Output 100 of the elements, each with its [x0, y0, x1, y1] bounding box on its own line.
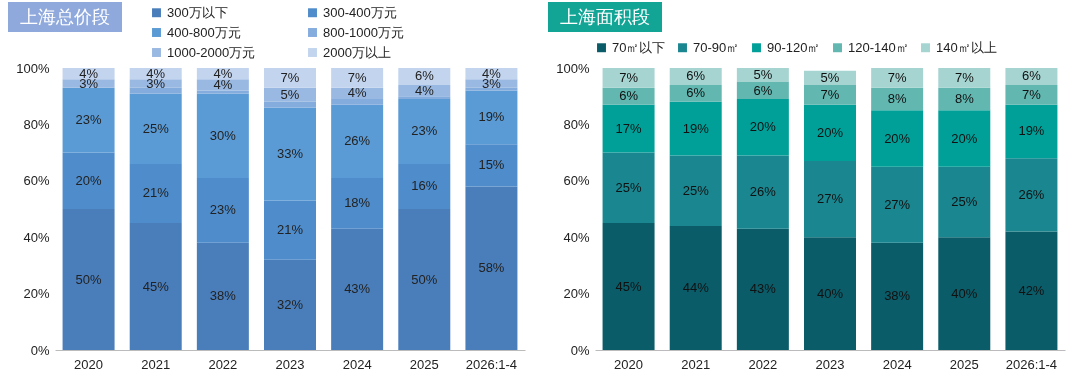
data-label: 21% — [142, 185, 170, 201]
bar — [264, 259, 316, 350]
bar — [264, 200, 316, 260]
bar — [465, 87, 518, 91]
legend-label: 90-120㎡ — [767, 39, 821, 55]
bar — [398, 99, 451, 164]
data-label: 40% — [816, 285, 844, 301]
data-label: 45% — [142, 278, 170, 294]
bar — [196, 177, 249, 243]
data-label: 7% — [1022, 86, 1042, 102]
data-label: 32% — [276, 296, 304, 312]
data-label: 7% — [347, 69, 367, 85]
data-label: 6% — [686, 85, 706, 101]
bar — [264, 107, 316, 201]
bar — [736, 155, 789, 229]
data-label: 6% — [414, 68, 435, 84]
bar — [264, 68, 316, 88]
bar — [938, 68, 991, 88]
bar — [938, 237, 991, 350]
bar — [1005, 231, 1058, 350]
data-label: 20% — [816, 124, 844, 140]
legend-label: 400-800万元 — [167, 24, 241, 40]
data-label: 4% — [347, 85, 367, 101]
data-label: 5% — [820, 69, 840, 85]
data-label: 43% — [344, 281, 371, 297]
data-label: 23% — [209, 202, 237, 218]
data-label: 16% — [411, 178, 438, 194]
y-tick-label: 40% — [563, 229, 590, 245]
y-tick-label: 20% — [563, 286, 590, 302]
data-label: 5% — [280, 86, 300, 102]
bar — [736, 228, 789, 350]
x-tick-label: 2024 — [882, 356, 912, 372]
x-tick-label: 2021 — [141, 356, 171, 372]
x-tick-label: 2026:1-4 — [465, 356, 518, 372]
data-label: 20% — [749, 119, 777, 135]
data-label: 19% — [1018, 123, 1045, 139]
data-label: 19% — [682, 120, 710, 136]
data-label: 5% — [753, 67, 773, 83]
data-label: 6% — [619, 88, 639, 104]
bar — [331, 68, 384, 88]
data-label: 23% — [411, 123, 438, 139]
data-label: 8% — [954, 91, 975, 107]
y-tick-label: 0% — [30, 342, 50, 358]
data-label: 26% — [749, 184, 777, 200]
bar — [398, 96, 451, 100]
data-label: 20% — [951, 130, 978, 146]
data-label: 25% — [142, 120, 170, 136]
x-tick-label: 2026:1-4 — [1005, 356, 1058, 372]
bar — [465, 90, 518, 145]
legend-label: 140㎡以上 — [936, 39, 997, 55]
data-label: 33% — [276, 146, 304, 162]
bar — [129, 93, 182, 164]
data-label: 6% — [1022, 68, 1042, 84]
bar — [196, 242, 249, 350]
data-label: 8% — [887, 91, 907, 107]
bar — [331, 99, 384, 105]
bar — [804, 237, 856, 350]
data-label: 45% — [615, 278, 643, 294]
legend-label: 70㎡以下 — [612, 39, 666, 55]
bar — [669, 101, 722, 156]
bar — [871, 242, 924, 350]
data-label: 4% — [414, 82, 435, 98]
data-label: 26% — [1018, 186, 1045, 202]
legend-label: 300-400万元 — [323, 4, 397, 20]
data-label: 26% — [344, 133, 371, 149]
data-label: 21% — [276, 222, 304, 238]
data-label: 50% — [411, 271, 438, 287]
bar — [669, 225, 722, 350]
data-label: 38% — [884, 288, 911, 304]
data-label: 7% — [887, 69, 907, 85]
legend-label: 300万以下 — [167, 4, 228, 20]
bar — [398, 163, 451, 209]
data-label: 6% — [753, 82, 773, 98]
bar — [804, 161, 856, 238]
bar — [1005, 104, 1058, 159]
data-label: 7% — [280, 69, 300, 85]
data-label: 20% — [884, 130, 911, 146]
bar — [602, 223, 655, 350]
bar — [331, 177, 384, 229]
bar — [62, 152, 115, 209]
data-label: 25% — [615, 179, 643, 195]
data-label: 6% — [686, 68, 706, 84]
chart-title: 上海总价段 — [8, 2, 122, 32]
bar — [1005, 84, 1058, 105]
data-label: 58% — [478, 260, 505, 276]
x-tick-label: 2023 — [815, 356, 845, 372]
x-tick-label: 2020 — [614, 356, 644, 372]
bar — [1005, 158, 1058, 232]
legend-label: 2000万以上 — [323, 44, 391, 60]
data-label: 25% — [951, 193, 978, 209]
data-label: 19% — [478, 109, 505, 125]
bar — [398, 209, 451, 350]
bar — [736, 99, 789, 156]
data-label: 18% — [344, 195, 371, 211]
bar — [129, 163, 182, 224]
x-tick-label: 2024 — [342, 356, 372, 372]
chart-title: 上海面积段 — [548, 2, 662, 32]
y-tick-label: 100% — [16, 60, 50, 76]
legend-label: 70-90㎡ — [693, 39, 740, 55]
data-label: 44% — [682, 279, 710, 295]
